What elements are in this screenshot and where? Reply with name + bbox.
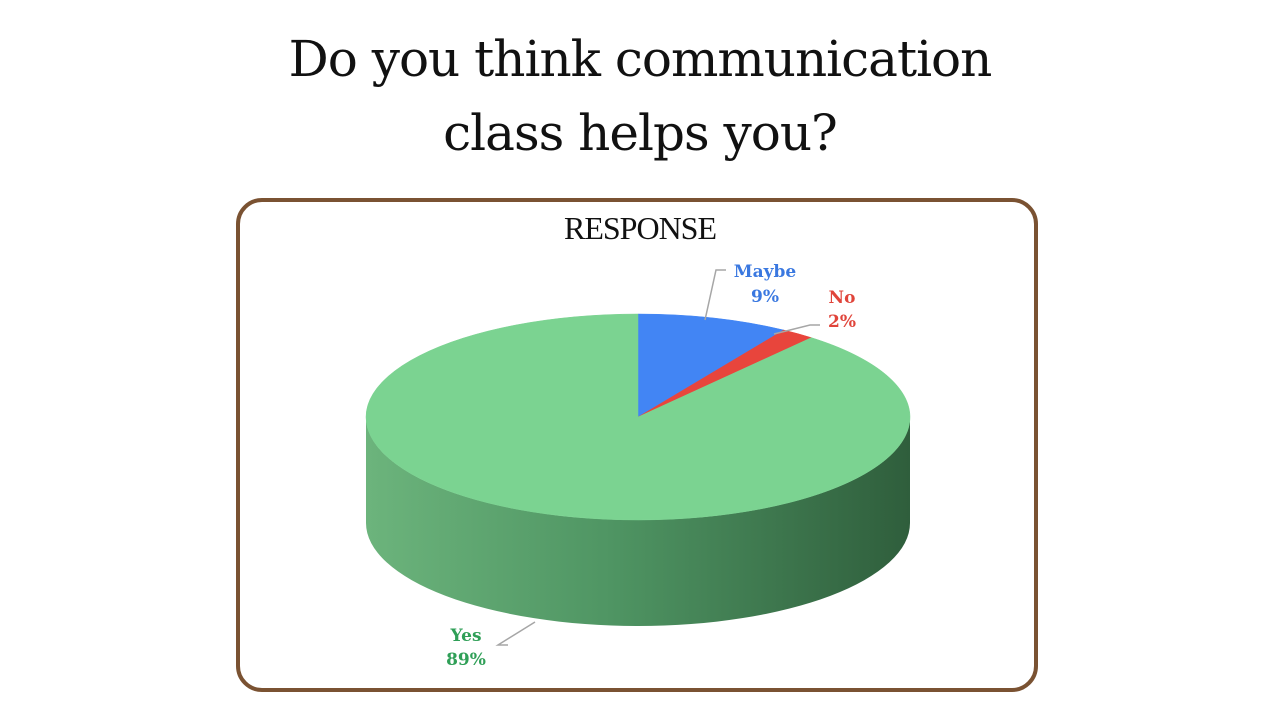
- slice-label-maybe: Maybe: [734, 262, 797, 282]
- slice-value-no: 2%: [828, 312, 856, 332]
- leader-line-maybe: [704, 269, 726, 321]
- slice-label-no: No: [829, 288, 856, 308]
- pie-side-wall: [366, 417, 910, 626]
- pie-slice-yes: [365, 313, 911, 521]
- slice-value-maybe: 9%: [751, 287, 779, 307]
- pie-slice-maybe: [637, 313, 785, 418]
- leader-line-yes: [495, 621, 536, 646]
- slice-value-yes: 89%: [446, 650, 486, 670]
- slide-title: Do you think communication class helps y…: [0, 22, 1280, 170]
- slide-title-line-2: class helps you?: [443, 104, 838, 162]
- chart-title: RESPONSE: [563, 210, 717, 246]
- slide-title-line-1: Do you think communication: [288, 30, 993, 88]
- slice-label-yes: Yes: [449, 626, 481, 646]
- leader-line-no: [773, 324, 820, 335]
